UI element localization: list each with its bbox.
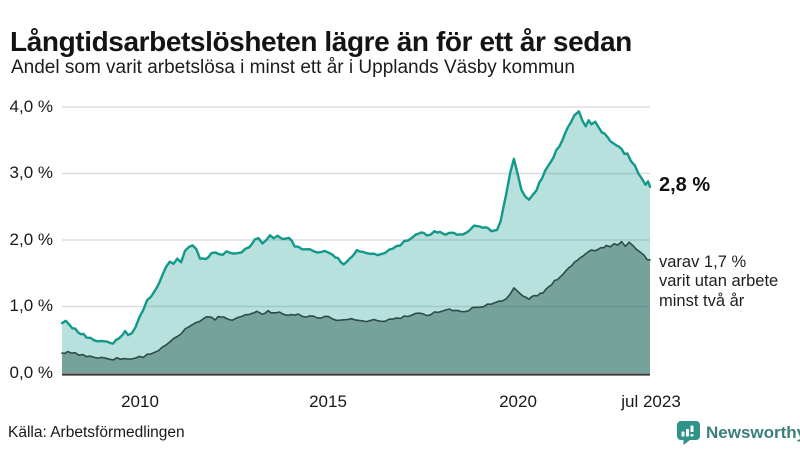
y-axis-tick-label: 2,0 % [9,230,53,249]
x-axis-tick-label: 2015 [309,392,347,411]
y-axis-tick-label: 3,0 % [9,163,53,182]
newsworthy-logo: Newsworthy [677,421,800,445]
annotation-line: varav 1,7 % [659,253,747,271]
annotation-line: minst två år [659,291,745,310]
y-axis-tick-label: 0,0 % [9,363,53,382]
chart-subtitle: Andel som varit arbetslösa i minst ett å… [11,57,575,78]
area-fill-two-years [62,241,650,373]
y-axis-tick-label: 4,0 % [9,97,53,116]
newsworthy-wordmark: Newsworthy [706,423,800,442]
y-axis-tick-label: 1,0 % [9,296,53,315]
annotation-line: varit utan arbete [659,272,779,291]
end-value-label: 2,8 % [659,174,711,196]
x-axis-tick-label: 2010 [121,392,159,411]
series-annotation: varav 1,7 % varit utan arbete minst två … [659,253,778,311]
x-axis-tick-label: 2020 [499,392,537,411]
newsworthy-chart-speech-bubble-icon [677,421,700,445]
series-line-total-one-year [60,110,652,345]
series-line-two-years [61,240,651,361]
source-note: Källa: Arbetsförmedlingen [8,424,185,441]
page-title: Långtidsarbetslösheten lägre än för ett … [10,25,632,57]
x-axis-tick-label: jul 2023 [621,392,681,411]
area-fill-total-one-year [62,111,650,374]
